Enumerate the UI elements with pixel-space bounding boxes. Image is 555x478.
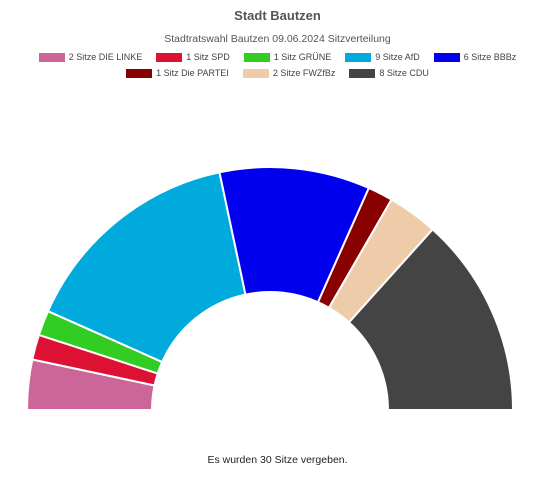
seats-summary: Es wurden 30 Sitze vergeben. [207, 454, 348, 466]
legend-label: 2 Sitze DIE LINKE [68, 52, 143, 62]
legend-item-die-linke[interactable]: 2 Sitze DIE LINKE [38, 52, 143, 62]
legend-item-cdu[interactable]: 8 Sitze CDU [349, 68, 429, 78]
legend-swatch [243, 52, 270, 62]
legend-swatch [38, 52, 65, 62]
slice-8-sitze-cdu[interactable] [347, 228, 515, 411]
legend-swatch [126, 68, 153, 78]
legend-label: 9 Sitze AfD [375, 52, 420, 62]
legend-item-gruene[interactable]: 1 Sitz GRÜNE [243, 52, 332, 62]
legend-item-bbbz[interactable]: 6 Sitze BBBz [433, 52, 517, 62]
chart-subtitle: Stadtratswahl Bautzen 09.06.2024 Sitzver… [164, 33, 391, 45]
legend-label: 1 Sitz Die PARTEI [156, 68, 229, 78]
legend: 2 Sitze DIE LINKE 1 Sitz SPD 1 Sitz GRÜN… [0, 52, 555, 78]
legend-swatch [349, 68, 376, 78]
legend-swatch [345, 52, 372, 62]
slice-9-sitze-afd[interactable] [46, 171, 247, 364]
chart-slices [25, 166, 515, 411]
legend-row-1: 2 Sitze DIE LINKE 1 Sitz SPD 1 Sitz GRÜN… [0, 52, 555, 62]
legend-label: 8 Sitze CDU [379, 68, 429, 78]
legend-label: 2 Sitze FWZfBz [272, 68, 336, 78]
legend-item-fwzfbz[interactable]: 2 Sitze FWZfBz [242, 68, 336, 78]
legend-label: 6 Sitze BBBz [463, 52, 517, 62]
legend-swatch [433, 52, 460, 62]
legend-label: 1 Sitz GRÜNE [273, 52, 332, 62]
chart-title: Stadt Bautzen [234, 8, 321, 23]
legend-item-spd[interactable]: 1 Sitz SPD [156, 52, 230, 62]
legend-swatch [242, 68, 269, 78]
legend-label: 1 Sitz SPD [186, 52, 230, 62]
legend-swatch [156, 52, 183, 62]
legend-item-die-partei[interactable]: 1 Sitz Die PARTEI [126, 68, 229, 78]
legend-item-afd[interactable]: 9 Sitze AfD [345, 52, 420, 62]
legend-row-2: 1 Sitz Die PARTEI 2 Sitze FWZfBz 8 Sitze… [0, 68, 555, 78]
